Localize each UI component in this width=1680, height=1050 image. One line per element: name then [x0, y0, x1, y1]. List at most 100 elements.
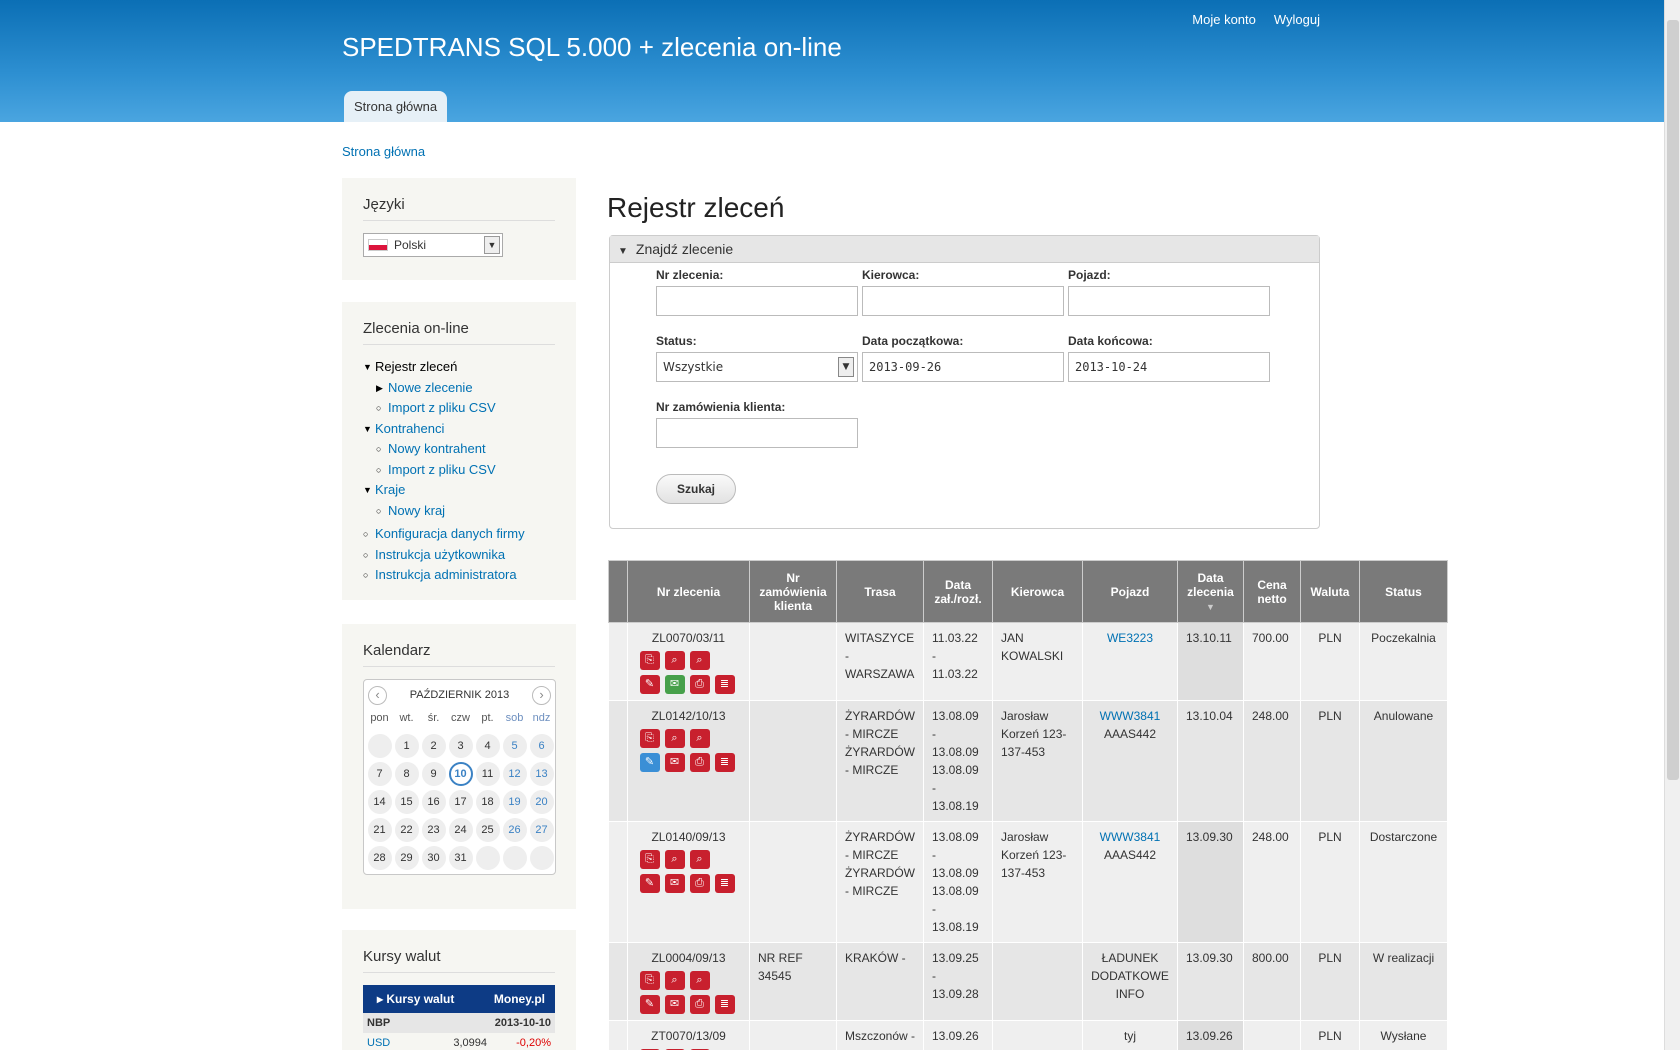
search-icon[interactable]: ⌕	[664, 850, 685, 869]
mail-icon[interactable]: ✉	[664, 675, 685, 694]
calendar-day[interactable]: 11	[475, 762, 500, 786]
copy-icon[interactable]: ⎘	[639, 729, 660, 748]
driver-input[interactable]	[862, 286, 1064, 316]
column-header[interactable]: Status	[1359, 560, 1448, 623]
calendar-day[interactable]: 2	[421, 734, 446, 758]
scrollbar-thumb[interactable]	[1667, 20, 1679, 780]
column-header[interactable]: Cena netto	[1243, 560, 1301, 623]
column-header[interactable]: Pojazd	[1082, 560, 1178, 623]
search-legend[interactable]: ▼ Znajdź zlecenie	[610, 236, 1319, 263]
calendar-today[interactable]: 10	[448, 762, 473, 786]
site-name[interactable]: SPEDTRANS SQL 5.000 + zlecenia on-line	[342, 32, 842, 62]
nav-item-import-csv-contractors[interactable]: ○ Import z pliku CSV	[363, 460, 555, 481]
print-icon[interactable]: ⎙	[689, 995, 710, 1014]
search-icon[interactable]: ⌕	[664, 651, 685, 670]
calendar-day[interactable]: 23	[421, 818, 446, 842]
nav-item-new-contractor[interactable]: ○ Nowy kontrahent	[363, 439, 555, 460]
calendar-day[interactable]: 29	[394, 846, 419, 870]
nav-item-orders-register[interactable]: ▼ Rejestr zleceń	[363, 357, 555, 378]
calendar-day[interactable]: 1	[394, 734, 419, 758]
currency-code[interactable]: USD	[367, 1037, 391, 1049]
attach-icon[interactable]: ✎	[639, 675, 660, 694]
order-no[interactable]: ZL0140/09/13	[651, 830, 726, 844]
attach-icon[interactable]: ✎	[639, 874, 660, 893]
calendar-day[interactable]: 16	[421, 790, 446, 814]
document-icon[interactable]: ≣	[714, 874, 735, 893]
search-icon[interactable]: ⌕	[664, 971, 685, 990]
column-header[interactable]: Trasa	[836, 560, 924, 623]
search-button[interactable]: Szukaj	[656, 474, 736, 504]
calendar-day[interactable]: 15	[394, 790, 419, 814]
calendar-day[interactable]: 20	[529, 790, 554, 814]
date-to-input[interactable]: 2013-10-24	[1068, 352, 1270, 382]
column-header[interactable]: Data zał./rozł.	[923, 560, 993, 623]
document-icon[interactable]: ≣	[714, 675, 735, 694]
copy-icon[interactable]: ⎘	[639, 971, 660, 990]
calendar-day[interactable]: 18	[475, 790, 500, 814]
calendar-day[interactable]: 9	[421, 762, 446, 786]
row-select-cell[interactable]	[608, 700, 628, 822]
prev-month-icon[interactable]: ‹	[368, 685, 387, 705]
search-icon[interactable]: ⌕	[689, 729, 710, 748]
vehicle-link[interactable]: WWW3841	[1099, 709, 1161, 723]
column-header[interactable]: Nr zamówienia klienta	[749, 560, 837, 623]
client-order-input[interactable]	[656, 418, 858, 448]
calendar-day[interactable]: 31	[448, 846, 473, 870]
calendar-day[interactable]: 30	[421, 846, 446, 870]
copy-icon[interactable]: ⎘	[639, 850, 660, 869]
chevron-down-icon[interactable]: ▼	[484, 236, 500, 254]
nav-item-countries[interactable]: ▼ Kraje	[363, 480, 555, 501]
table-row[interactable]: ZL0140/09/13 ⎘ ⌕ ⌕ ✎ ✉ ⎙ ≣ ŻYRARDÓW - MIRCZE ŻYR…	[608, 821, 1448, 943]
logout-link[interactable]: Wyloguj	[1273, 12, 1320, 27]
table-row[interactable]: ZL0142/10/13 ⎘ ⌕ ⌕ ✎ ✉ ⎙ ≣ ŻYRARDÓW - MIRCZE ŻYR…	[608, 700, 1448, 822]
vehicle-input[interactable]	[1068, 286, 1270, 316]
column-header-sorted[interactable]: Data zlecenia ▼	[1177, 560, 1244, 623]
column-header[interactable]: Nr zlecenia	[627, 560, 750, 623]
calendar-day[interactable]: 22	[394, 818, 419, 842]
calendar-day[interactable]: 25	[475, 818, 500, 842]
calendar-day[interactable]: 8	[394, 762, 419, 786]
calendar-day[interactable]: 5	[502, 734, 527, 758]
search-icon[interactable]: ⌕	[689, 651, 710, 670]
calendar-day[interactable]: 13	[529, 762, 554, 786]
my-account-link[interactable]: Moje konto	[1192, 12, 1256, 27]
calendar-day[interactable]: 6	[529, 734, 554, 758]
print-icon[interactable]: ⎙	[689, 753, 710, 772]
order-no-input[interactable]	[656, 286, 858, 316]
calendar-day[interactable]: 12	[502, 762, 527, 786]
status-select[interactable]: Wszystkie ▼	[656, 352, 858, 382]
calendar-day[interactable]: 7	[367, 762, 392, 786]
calendar-day[interactable]: 3	[448, 734, 473, 758]
page-scrollbar[interactable]	[1664, 0, 1680, 1050]
money-pl-logo[interactable]: Money.pl	[493, 992, 545, 1006]
row-select-cell[interactable]	[608, 622, 628, 701]
currency-widget-header[interactable]: ▸ Kursy walut Money.pl	[363, 985, 555, 1013]
search-icon[interactable]: ⌕	[689, 850, 710, 869]
document-icon[interactable]: ≣	[714, 753, 735, 772]
mail-icon[interactable]: ✉	[664, 995, 685, 1014]
next-month-icon[interactable]: ›	[531, 685, 551, 705]
vehicle-link[interactable]: WWW3841	[1099, 830, 1161, 844]
mail-icon[interactable]: ✉	[664, 874, 685, 893]
print-icon[interactable]: ⎙	[689, 675, 710, 694]
order-no[interactable]: ZL0004/09/13	[651, 951, 726, 965]
calendar-day[interactable]: 27	[529, 818, 554, 842]
calendar-day[interactable]: 14	[367, 790, 392, 814]
calendar-day[interactable]: 4	[475, 734, 500, 758]
tab-home[interactable]: Strona główna	[344, 91, 448, 122]
calendar-day[interactable]: 24	[448, 818, 473, 842]
language-select[interactable]: Polski ▼	[363, 233, 503, 257]
table-row[interactable]: ZL0070/03/11 ⎘ ⌕ ⌕ ✎ ✉ ⎙ ≣ WITASZYCE - WARSZAWA 1…	[608, 622, 1448, 701]
document-icon[interactable]: ≣	[714, 995, 735, 1014]
attach-icon[interactable]: ✎	[639, 753, 660, 772]
nav-item-company-config[interactable]: ○ Konfiguracja danych firmy	[363, 524, 555, 545]
calendar-day[interactable]: 21	[367, 818, 392, 842]
column-header[interactable]: Kierowca	[992, 560, 1083, 623]
print-icon[interactable]: ⎙	[689, 874, 710, 893]
date-from-input[interactable]: 2013-09-26	[862, 352, 1064, 382]
nav-item-user-manual[interactable]: ○ Instrukcja użytkownika	[363, 545, 555, 566]
nav-item-new-order[interactable]: ▶ Nowe zlecenie	[363, 378, 555, 399]
table-row[interactable]: ZT0070/13/09⎘⌕⌕ Mszczonów - ---13.09.26 -…	[608, 1020, 1448, 1050]
row-select-cell[interactable]	[608, 1020, 628, 1050]
calendar-day[interactable]: 28	[367, 846, 392, 870]
